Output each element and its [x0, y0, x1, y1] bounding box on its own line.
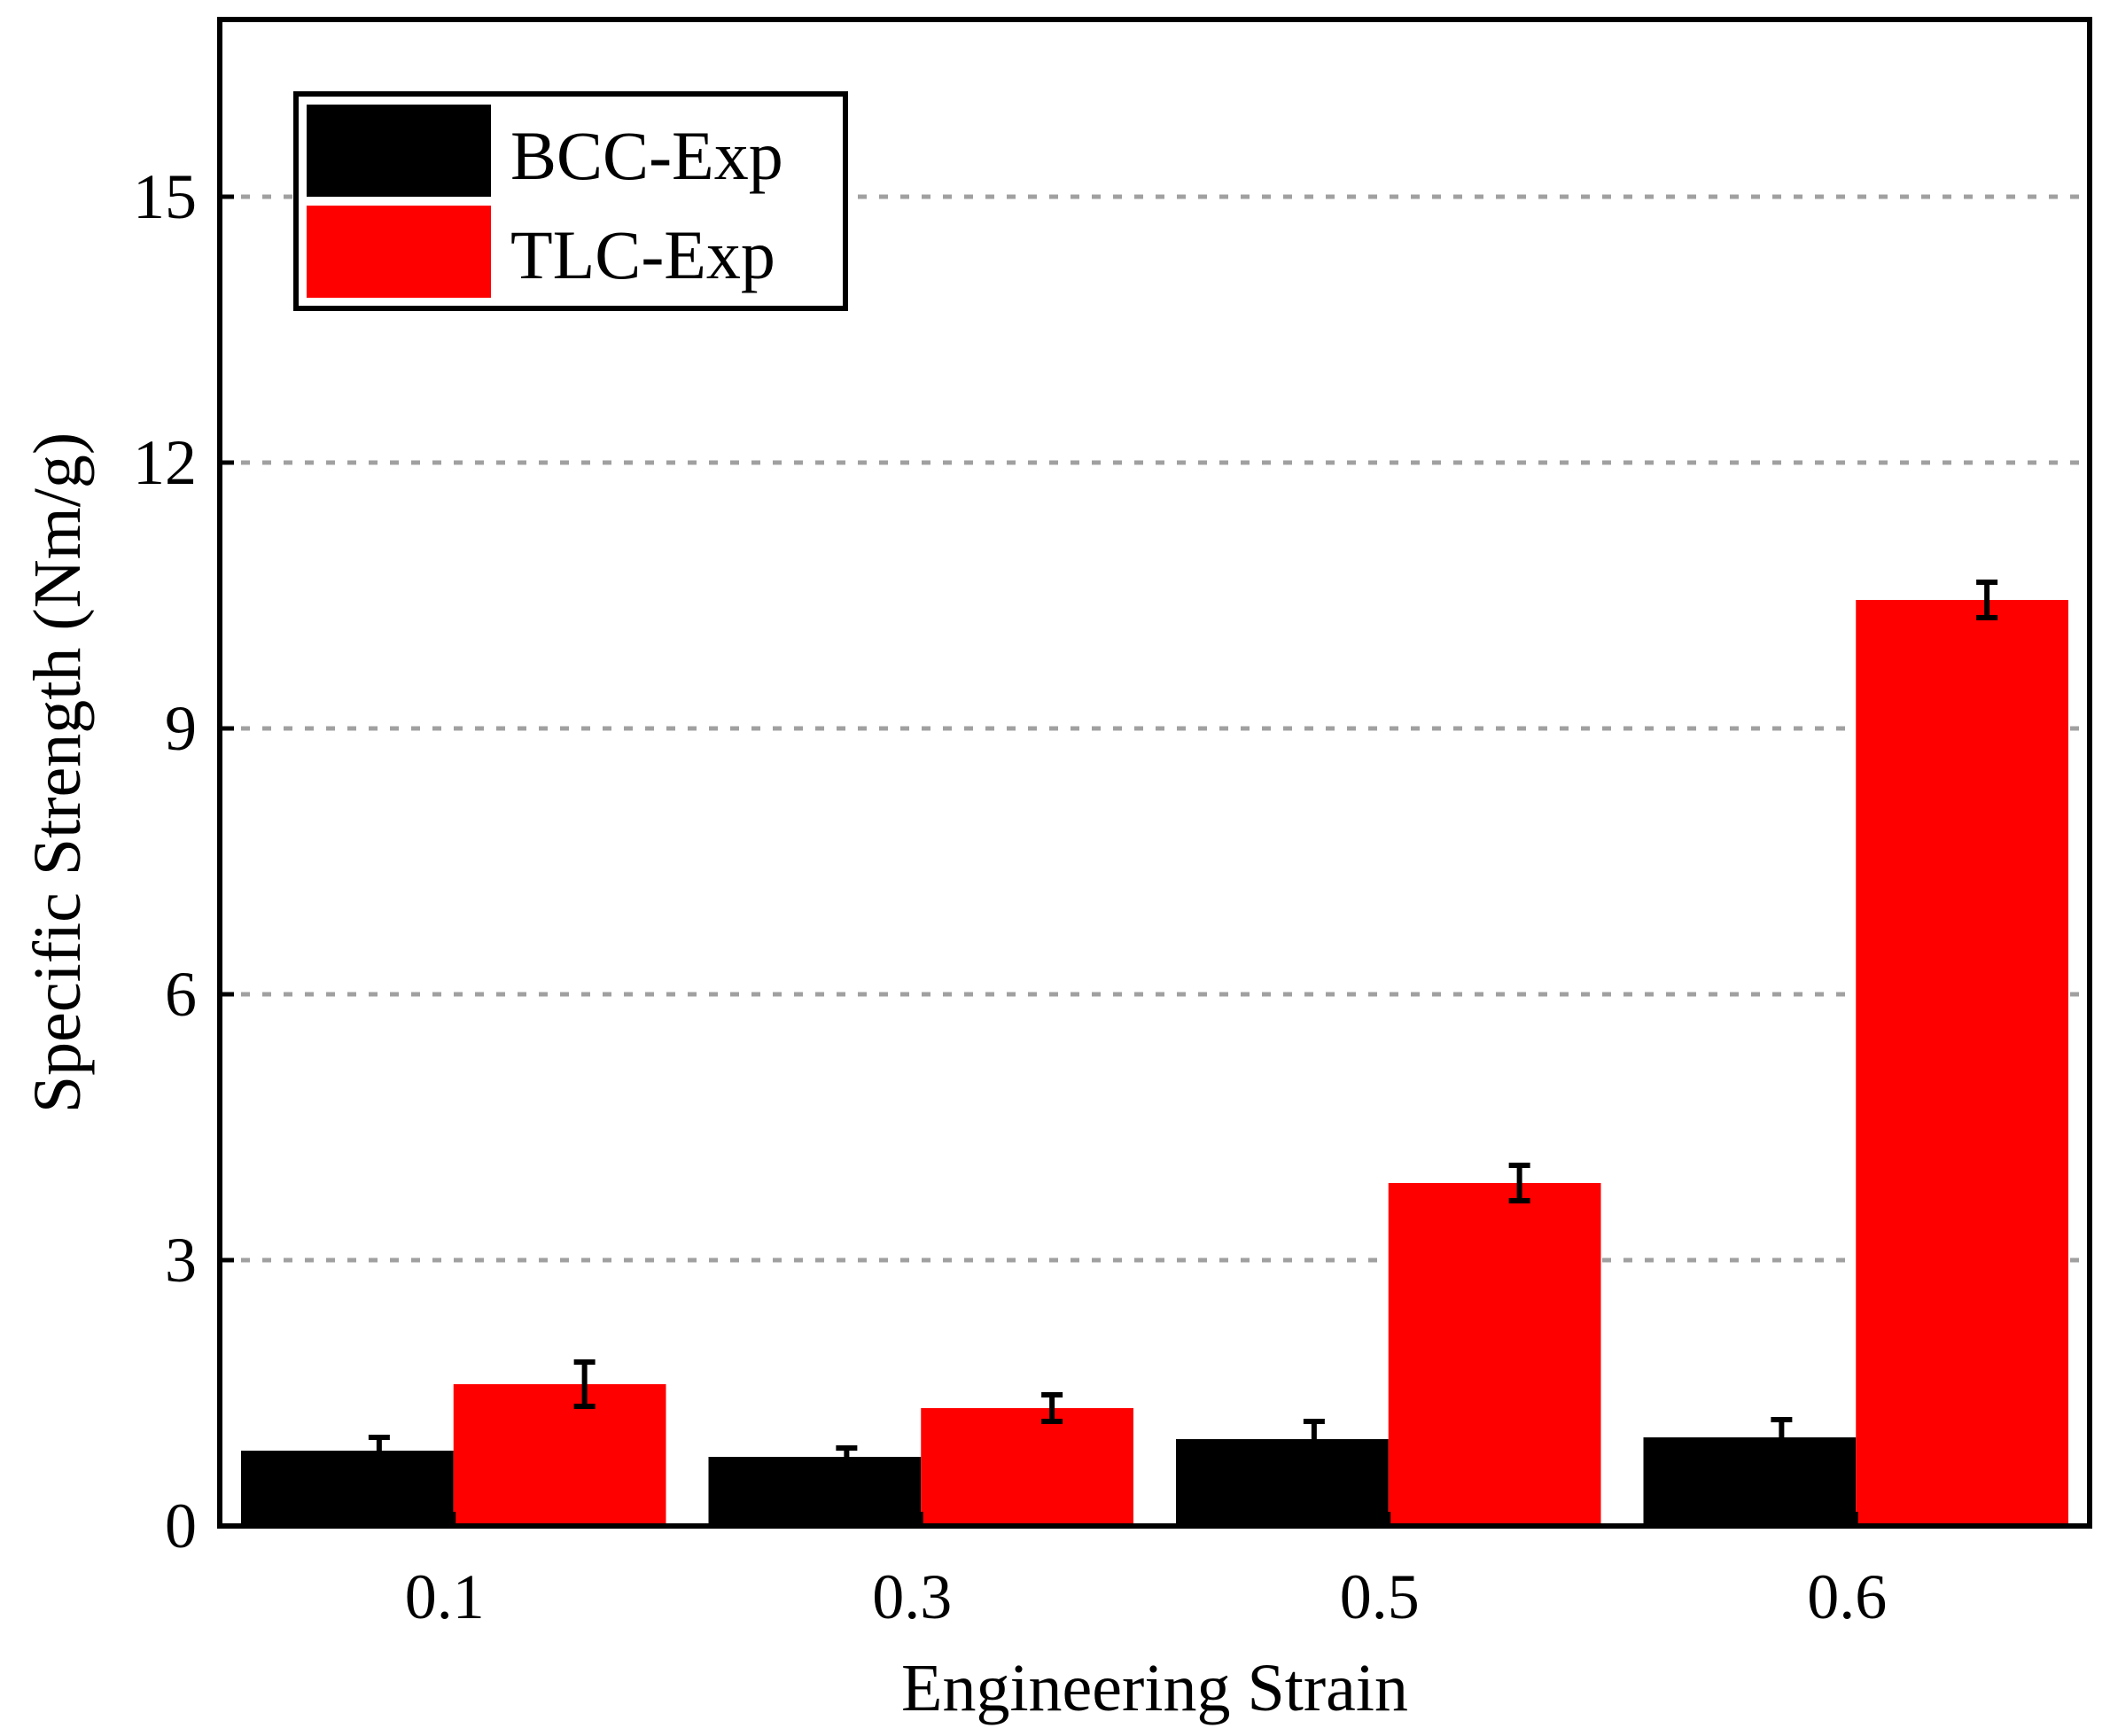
y-axis-label: Specific Strength (Nm/g) — [20, 432, 95, 1113]
bar-bcc-exp-0.3 — [708, 1457, 922, 1526]
error-bar-bcc-exp-0.6 — [1771, 1417, 1793, 1458]
error-bar-tlc-exp-0.1 — [573, 1359, 596, 1409]
y-tick-label: 9 — [165, 693, 197, 764]
error-bar-tlc-exp-0.6 — [1976, 580, 1998, 620]
y-tick-label: 3 — [165, 1225, 197, 1296]
y-tick-label: 0 — [165, 1491, 197, 1561]
legend-label-tlc-exp: TLC-Exp — [510, 216, 775, 293]
x-tick-label: 0.6 — [1807, 1561, 1887, 1632]
bar-bcc-exp-0.1 — [241, 1451, 454, 1526]
bar-tlc-exp-0.5 — [1388, 1183, 1601, 1526]
error-bar-bcc-exp-0.5 — [1303, 1419, 1325, 1460]
x-tick-label: 0.3 — [872, 1561, 952, 1632]
bar-tlc-exp-0.1 — [453, 1384, 666, 1526]
error-bar-bcc-exp-0.3 — [836, 1445, 858, 1468]
plot-frame — [217, 17, 2092, 1529]
bar-tlc-exp-0.6 — [1856, 600, 2068, 1526]
error-bar-tlc-exp-0.5 — [1508, 1163, 1530, 1203]
error-bar-tlc-exp-0.3 — [1041, 1392, 1063, 1424]
legend: BCC-Exp TLC-Exp — [293, 91, 848, 311]
error-bars — [368, 580, 1998, 1468]
y-axis: 0 3 6 9 12 15 — [133, 161, 234, 1561]
legend-swatch-tlc-exp — [307, 206, 491, 298]
y-tick-label: 12 — [133, 427, 197, 498]
y-tick-label: 15 — [133, 161, 197, 232]
x-tick-label: 0.5 — [1340, 1561, 1420, 1632]
error-bar-bcc-exp-0.1 — [368, 1435, 390, 1467]
bar-bcc-exp-0.6 — [1643, 1437, 1857, 1526]
x-tick-label: 0.1 — [405, 1561, 485, 1632]
legend-label-bcc-exp: BCC-Exp — [510, 117, 783, 194]
bar-tlc-exp-0.3 — [921, 1408, 1133, 1526]
bars — [241, 600, 2068, 1526]
x-axis: 0.1 0.3 0.5 0.6 — [405, 1512, 1887, 1632]
x-axis-label: Engineering Strain — [901, 1651, 1408, 1725]
bar-bcc-exp-0.5 — [1176, 1439, 1389, 1526]
gridlines — [220, 194, 2090, 1263]
legend-swatch-bcc-exp — [307, 105, 491, 197]
y-tick-label: 6 — [165, 959, 197, 1030]
